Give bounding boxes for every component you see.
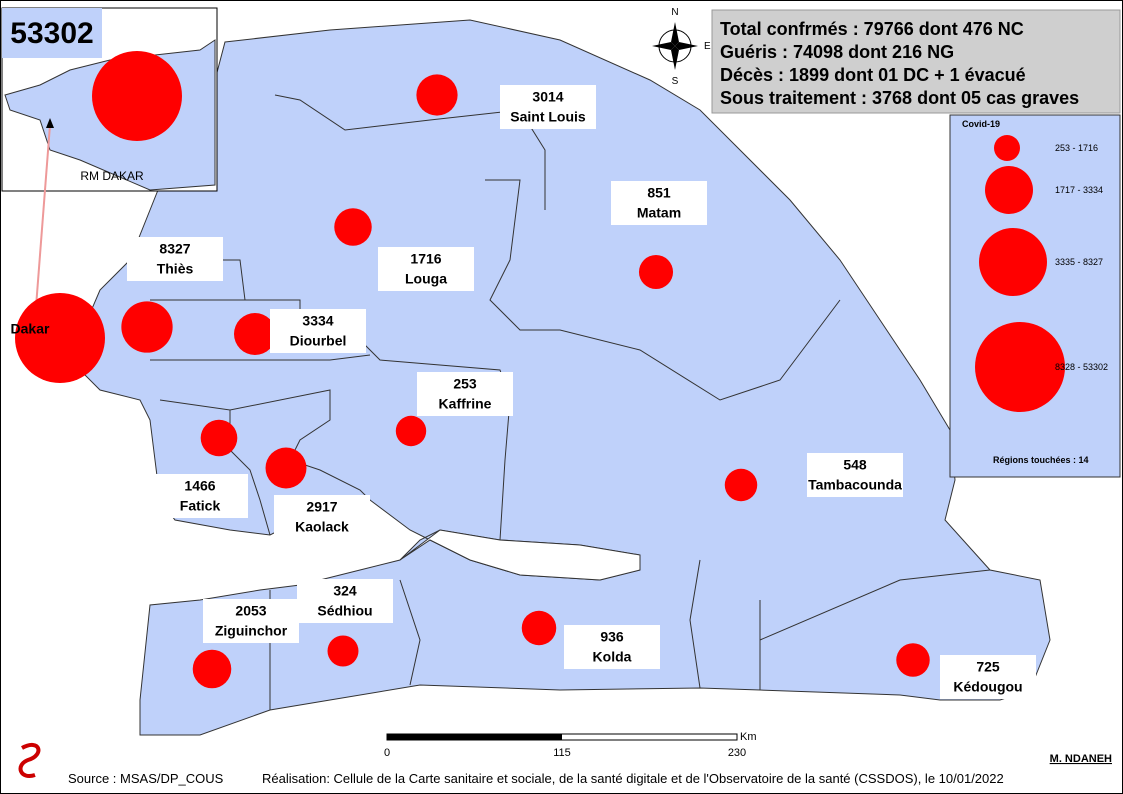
- case-bubble: [896, 643, 930, 677]
- region-cases: 1716: [410, 251, 441, 267]
- legend-box: [949, 114, 1121, 478]
- region-cases: 253: [453, 376, 477, 392]
- region-cases: 3334: [302, 313, 333, 329]
- compass-n: N: [671, 7, 678, 18]
- legend-label: 1717 - 3334: [1055, 185, 1103, 195]
- region-cases: 1466: [184, 478, 215, 494]
- label-box: [274, 495, 370, 539]
- legend-title: Covid-19: [962, 119, 1000, 129]
- case-bubble: [192, 649, 232, 689]
- case-bubble: [395, 415, 427, 447]
- summary-line: Sous traitement : 3768 dont 05 cas grave…: [720, 88, 1079, 108]
- logo: [18, 742, 41, 778]
- compass: N E S: [652, 7, 711, 87]
- count-box: [2, 8, 102, 58]
- dakar-marker: [46, 118, 54, 128]
- region-cases: 3014: [532, 89, 563, 105]
- label-box: [203, 599, 299, 643]
- region-name: Matam: [637, 205, 681, 221]
- label-box: [417, 372, 513, 416]
- region-name: Fatick: [180, 498, 221, 514]
- label-box: [807, 453, 903, 497]
- region-name: Dakar: [11, 321, 50, 337]
- scale-label: 115: [553, 747, 571, 759]
- legend-symbol: [985, 166, 1033, 214]
- label-box: [611, 181, 707, 225]
- inset-label: RM DAKAR: [80, 169, 144, 183]
- regions: Dakar 8327 Thiès 3334 Diourbel 3014 Saint Loui…: [11, 51, 1036, 699]
- label-box: [378, 247, 474, 291]
- region-name: Kolda: [593, 649, 632, 665]
- legend-label: 253 - 1716: [1055, 143, 1098, 153]
- dakar-count: 53302: [10, 17, 93, 50]
- legend-symbol: [979, 228, 1047, 296]
- summary-box: [711, 9, 1121, 114]
- legend-symbol: [975, 322, 1065, 412]
- compass-s: S: [672, 76, 679, 87]
- region-cases: 8327: [159, 241, 190, 257]
- region-cases: 2917: [306, 499, 337, 515]
- scale-label: 0: [384, 747, 390, 759]
- label-box: [127, 237, 223, 281]
- author: M. NDANEH: [1050, 753, 1112, 765]
- legend-label: 3335 - 8327: [1055, 257, 1103, 267]
- case-bubble: [265, 447, 307, 489]
- label-box: [564, 625, 660, 669]
- region-name: Tambacounda: [808, 477, 902, 493]
- summary-line: Total confrmés : 79766 dont 476 NC: [720, 19, 1024, 39]
- region-name: Louga: [405, 271, 447, 287]
- region-cases: 548: [843, 457, 867, 473]
- legend-footer: Régions touchées : 14: [993, 455, 1089, 465]
- region-name: Saint Louis: [510, 109, 586, 125]
- case-bubble: [121, 301, 173, 353]
- region-cases: 2053: [235, 603, 266, 619]
- region-cases: 324: [333, 583, 357, 599]
- credit: Réalisation: Cellule de la Carte sanitai…: [262, 771, 1004, 786]
- source: Source : MSAS/DP_COUS: [68, 771, 224, 786]
- label-box: [152, 474, 248, 518]
- scale-labels: 0 115 230: [384, 747, 746, 759]
- region-name: Kaffrine: [439, 396, 492, 412]
- case-bubble: [92, 51, 182, 141]
- case-bubble: [638, 254, 674, 290]
- region-borders: [150, 94, 991, 710]
- region-cases: 725: [976, 659, 1000, 675]
- compass-e: E: [704, 41, 711, 52]
- legend-label: 8328 - 53302: [1055, 362, 1108, 372]
- case-bubble: [521, 610, 557, 646]
- region-cases: 851: [647, 185, 671, 201]
- label-box: [940, 655, 1036, 699]
- region-name: Sédhiou: [317, 603, 372, 619]
- region-name: Thiès: [157, 261, 194, 277]
- case-bubble: [327, 635, 359, 667]
- label-box: [270, 309, 366, 353]
- senegal-land: [69, 19, 1051, 736]
- scale-bar: [386, 733, 738, 741]
- region-name: Kaolack: [295, 519, 349, 535]
- region-cases: 936: [600, 629, 624, 645]
- legend-symbol: [994, 135, 1020, 161]
- region-name: Kédougou: [953, 679, 1022, 695]
- scale-unit: Km: [740, 731, 757, 743]
- case-bubble: [334, 208, 372, 246]
- label-box: [297, 579, 393, 623]
- summary-line: Décès : 1899 dont 01 DC + 1 évacué: [720, 65, 1026, 85]
- region-name: Ziguinchor: [215, 623, 288, 639]
- case-bubble: [233, 312, 277, 356]
- case-bubble: [724, 468, 758, 502]
- gambia: [399, 529, 641, 581]
- inset-pointer: [34, 124, 51, 321]
- label-box: [500, 85, 596, 129]
- summary: Total confrmés : 79766 dont 476 NC Guéris…: [720, 19, 1079, 108]
- case-bubble: [200, 419, 238, 457]
- case-bubble: [416, 74, 458, 116]
- case-bubble: [15, 293, 105, 383]
- scale-label: 230: [728, 747, 746, 759]
- region-name: Diourbel: [290, 333, 347, 349]
- legend-items: 253 - 1716 1717 - 3334 3335 - 8327 8328 - 5…: [975, 135, 1108, 412]
- summary-line: Guéris : 74098 dont 216 NG: [720, 42, 954, 62]
